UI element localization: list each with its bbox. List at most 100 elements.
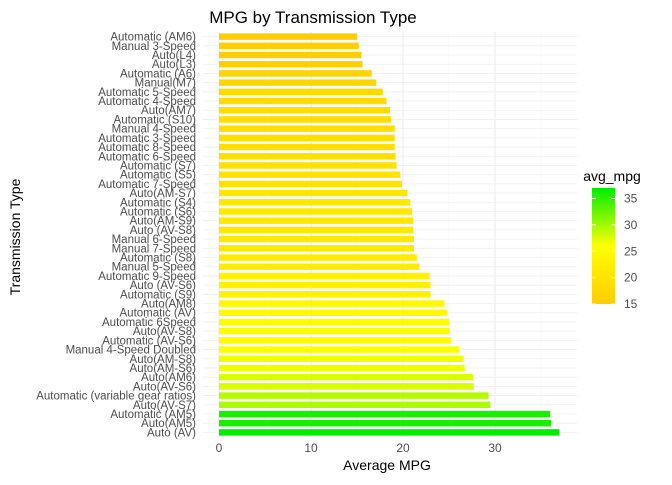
y-tick-label: Auto(AM7) bbox=[141, 105, 196, 117]
bar bbox=[219, 88, 383, 96]
y-tick-label: Auto(L3) bbox=[152, 59, 196, 71]
y-tick-label: Auto(AV-S7) bbox=[133, 400, 196, 412]
bar bbox=[219, 162, 397, 169]
bar bbox=[219, 383, 474, 390]
x-tick-label: 0 bbox=[216, 441, 223, 455]
bar bbox=[219, 300, 445, 307]
y-tick-label: Automatic 6Speed bbox=[102, 317, 196, 329]
bar bbox=[219, 107, 391, 114]
y-tick-label: Auto(AM6) bbox=[141, 372, 196, 384]
bar bbox=[219, 208, 413, 215]
y-tick-label: Automatic 4-Speed bbox=[98, 96, 196, 108]
bar bbox=[219, 125, 395, 132]
bars bbox=[219, 33, 560, 436]
bar bbox=[219, 199, 411, 206]
bar bbox=[219, 410, 551, 418]
y-tick-label: Automatic 3-Speed bbox=[98, 133, 196, 145]
y-tick-label: Automatic 5-Speed bbox=[98, 87, 196, 99]
y-tick-label: Manual 4-Speed Doubled bbox=[66, 345, 196, 357]
bar bbox=[219, 419, 552, 427]
y-tick-label: Manual 6-Speed bbox=[112, 234, 196, 246]
bar bbox=[219, 291, 431, 298]
legend-ticks: 15 20 25 30 35 bbox=[592, 192, 638, 311]
y-tick-label: Manual 3-Speed bbox=[112, 41, 196, 53]
x-axis-label: Average MPG bbox=[343, 457, 431, 473]
y-tick-label: Automatic (AM6) bbox=[110, 32, 196, 44]
y-tick-label: Automatic 8-Speed bbox=[98, 142, 196, 154]
bar bbox=[219, 272, 430, 280]
legend-tick-label: 25 bbox=[624, 244, 638, 258]
x-tick-label: 20 bbox=[396, 441, 410, 455]
y-tick-label: Auto(AV-S6) bbox=[133, 381, 196, 393]
y-tick-label: Automatic (S5) bbox=[120, 170, 196, 182]
bar bbox=[219, 217, 414, 224]
legend-tick-label: 15 bbox=[624, 297, 638, 311]
y-tick-label: Auto(AV-S8) bbox=[133, 326, 196, 338]
y-tick-label: Manual 4-Speed bbox=[112, 124, 196, 136]
legend-tick-label: 30 bbox=[624, 218, 638, 232]
y-tick-label: Automatic (S6) bbox=[120, 206, 196, 218]
bar bbox=[219, 281, 431, 289]
y-tick-label: Automatic (S4) bbox=[120, 197, 196, 209]
bar bbox=[219, 309, 448, 316]
bar bbox=[219, 153, 396, 160]
legend-tick-label: 35 bbox=[624, 192, 638, 206]
x-tick-label: 10 bbox=[304, 441, 318, 455]
y-tick-label: Auto(AM8) bbox=[141, 299, 196, 311]
legend-title: avg_mpg bbox=[583, 168, 641, 184]
bar bbox=[219, 171, 401, 178]
bar bbox=[219, 134, 395, 142]
y-tick-label: Auto(L4) bbox=[152, 50, 196, 62]
bar bbox=[219, 392, 489, 399]
y-tick-label: Auto(AM5) bbox=[141, 418, 196, 430]
bar bbox=[219, 97, 387, 105]
bar bbox=[219, 189, 408, 197]
y-tick-label: Automatic (A6) bbox=[120, 68, 196, 80]
y-tick-label: Automatic (S10) bbox=[114, 114, 197, 126]
bar bbox=[219, 327, 450, 335]
y-tick-label: Manual 7-Speed bbox=[112, 243, 196, 255]
bar bbox=[219, 235, 415, 243]
x-tick-label: 30 bbox=[488, 441, 502, 455]
y-tick-label: Auto (AV) bbox=[147, 427, 196, 439]
legend: avg_mpg 15 20 25 30 35 bbox=[583, 168, 641, 311]
y-tick-label: Automatic 6-Speed bbox=[98, 151, 196, 163]
bar bbox=[219, 70, 372, 77]
bar bbox=[219, 226, 414, 234]
y-tick-label: Auto (AV-S6) bbox=[130, 280, 196, 292]
y-tick-label: Auto(AM-S8) bbox=[130, 354, 197, 366]
bar bbox=[219, 318, 449, 326]
y-tick-label: Automatic 7-Speed bbox=[98, 179, 196, 191]
y-tick-label: Auto(AM-S6) bbox=[130, 363, 197, 375]
y-tick-label: Auto(AM-S9) bbox=[130, 216, 197, 228]
y-tick-label: Automatic (AM5) bbox=[110, 409, 196, 421]
bar bbox=[219, 51, 362, 59]
bar bbox=[219, 373, 473, 381]
bar bbox=[219, 245, 415, 252]
y-tick-label: Auto (AV-S8) bbox=[130, 225, 196, 237]
y-tick-label: Automatic (S7) bbox=[120, 160, 196, 172]
y-tick-label: Automatic (S9) bbox=[120, 289, 196, 301]
y-tick-label: Automatic 9-Speed bbox=[98, 271, 196, 283]
bar bbox=[219, 33, 357, 40]
bar bbox=[219, 60, 363, 68]
y-tick-label: Manual(M7) bbox=[135, 78, 197, 90]
y-tick-label: Manual 5-Speed bbox=[112, 262, 196, 274]
bar bbox=[219, 337, 451, 344]
chart-title: MPG by Transmission Type bbox=[209, 8, 417, 27]
x-tick-labels: 0 10 20 30 bbox=[216, 441, 502, 455]
legend-color-bar bbox=[592, 188, 615, 304]
y-tick-label: Automatic (AV-S6) bbox=[102, 335, 196, 347]
bar bbox=[219, 42, 359, 50]
y-tick-label: Automatic (AV) bbox=[120, 308, 197, 320]
bar bbox=[219, 263, 420, 270]
y-tick-label: Automatic (variable gear ratios) bbox=[36, 391, 196, 403]
y-tick-label: Auto(AM-S7) bbox=[130, 188, 197, 200]
bar bbox=[219, 429, 560, 436]
bar bbox=[219, 180, 403, 188]
bar bbox=[219, 79, 377, 86]
bar bbox=[219, 355, 464, 362]
bar bbox=[219, 116, 392, 123]
